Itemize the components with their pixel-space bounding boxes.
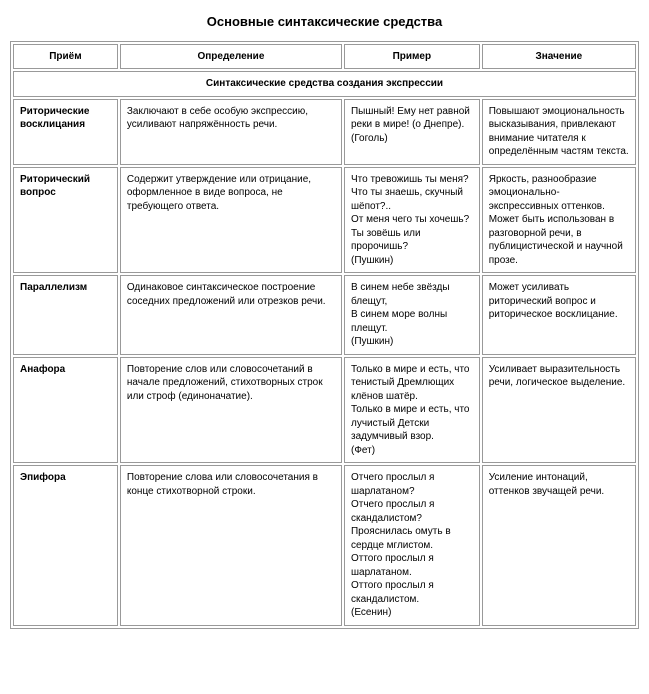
cell-meaning: Усиление интонаций, оттенков звучащей ре… [482,465,636,626]
section-header: Синтаксические средства создания экспрес… [13,71,636,97]
table-row: Параллелизм Одинаковое синтаксическое по… [13,275,636,355]
table-row: Эпифора Повторение слова или словосочета… [13,465,636,626]
page-title: Основные синтаксические средства [10,14,639,29]
cell-name: Риторические восклицания [13,99,118,165]
table-row: Риторический вопрос Содержит утверждение… [13,167,636,274]
col-header-opredelenie: Определение [120,44,342,69]
cell-definition: Заключают в себе особую экспрессию, усил… [120,99,342,165]
cell-example: Только в мире и есть, что тенистый Дремл… [344,357,480,464]
cell-meaning: Повышают эмоциональность высказывания, п… [482,99,636,165]
cell-name: Параллелизм [13,275,118,355]
cell-example: Что тревожишь ты меня?Что ты знаешь, ску… [344,167,480,274]
cell-example: В синем небе звёзды блещут,В синем море … [344,275,480,355]
section-row: Синтаксические средства создания экспрес… [13,71,636,97]
cell-meaning: Усиливает выразительность речи, логическ… [482,357,636,464]
table-row: Анафора Повторение слов или словосочетан… [13,357,636,464]
cell-name: Эпифора [13,465,118,626]
cell-meaning: Яркость, разнообразие эмоционально-экспр… [482,167,636,274]
cell-definition: Одинаковое синтаксическое построение сос… [120,275,342,355]
col-header-priem: Приём [13,44,118,69]
cell-name: Анафора [13,357,118,464]
table-row: Риторические восклицания Заключают в себ… [13,99,636,165]
col-header-primer: Пример [344,44,480,69]
header-row: Приём Определение Пример Значение [13,44,636,69]
cell-name: Риторический вопрос [13,167,118,274]
cell-example: Пышный! Ему нет равной реки в мире! (о Д… [344,99,480,165]
main-table: Приём Определение Пример Значение Синтак… [10,41,639,629]
cell-example: Отчего прослыл я шарлатаном?Отчего просл… [344,465,480,626]
cell-definition: Повторение слов или словосочетаний в нач… [120,357,342,464]
col-header-znachenie: Значение [482,44,636,69]
cell-definition: Содержит утверждение или отрицание, офор… [120,167,342,274]
cell-meaning: Может усиливать риторический вопрос и ри… [482,275,636,355]
cell-definition: Повторение слова или словосочетания в ко… [120,465,342,626]
